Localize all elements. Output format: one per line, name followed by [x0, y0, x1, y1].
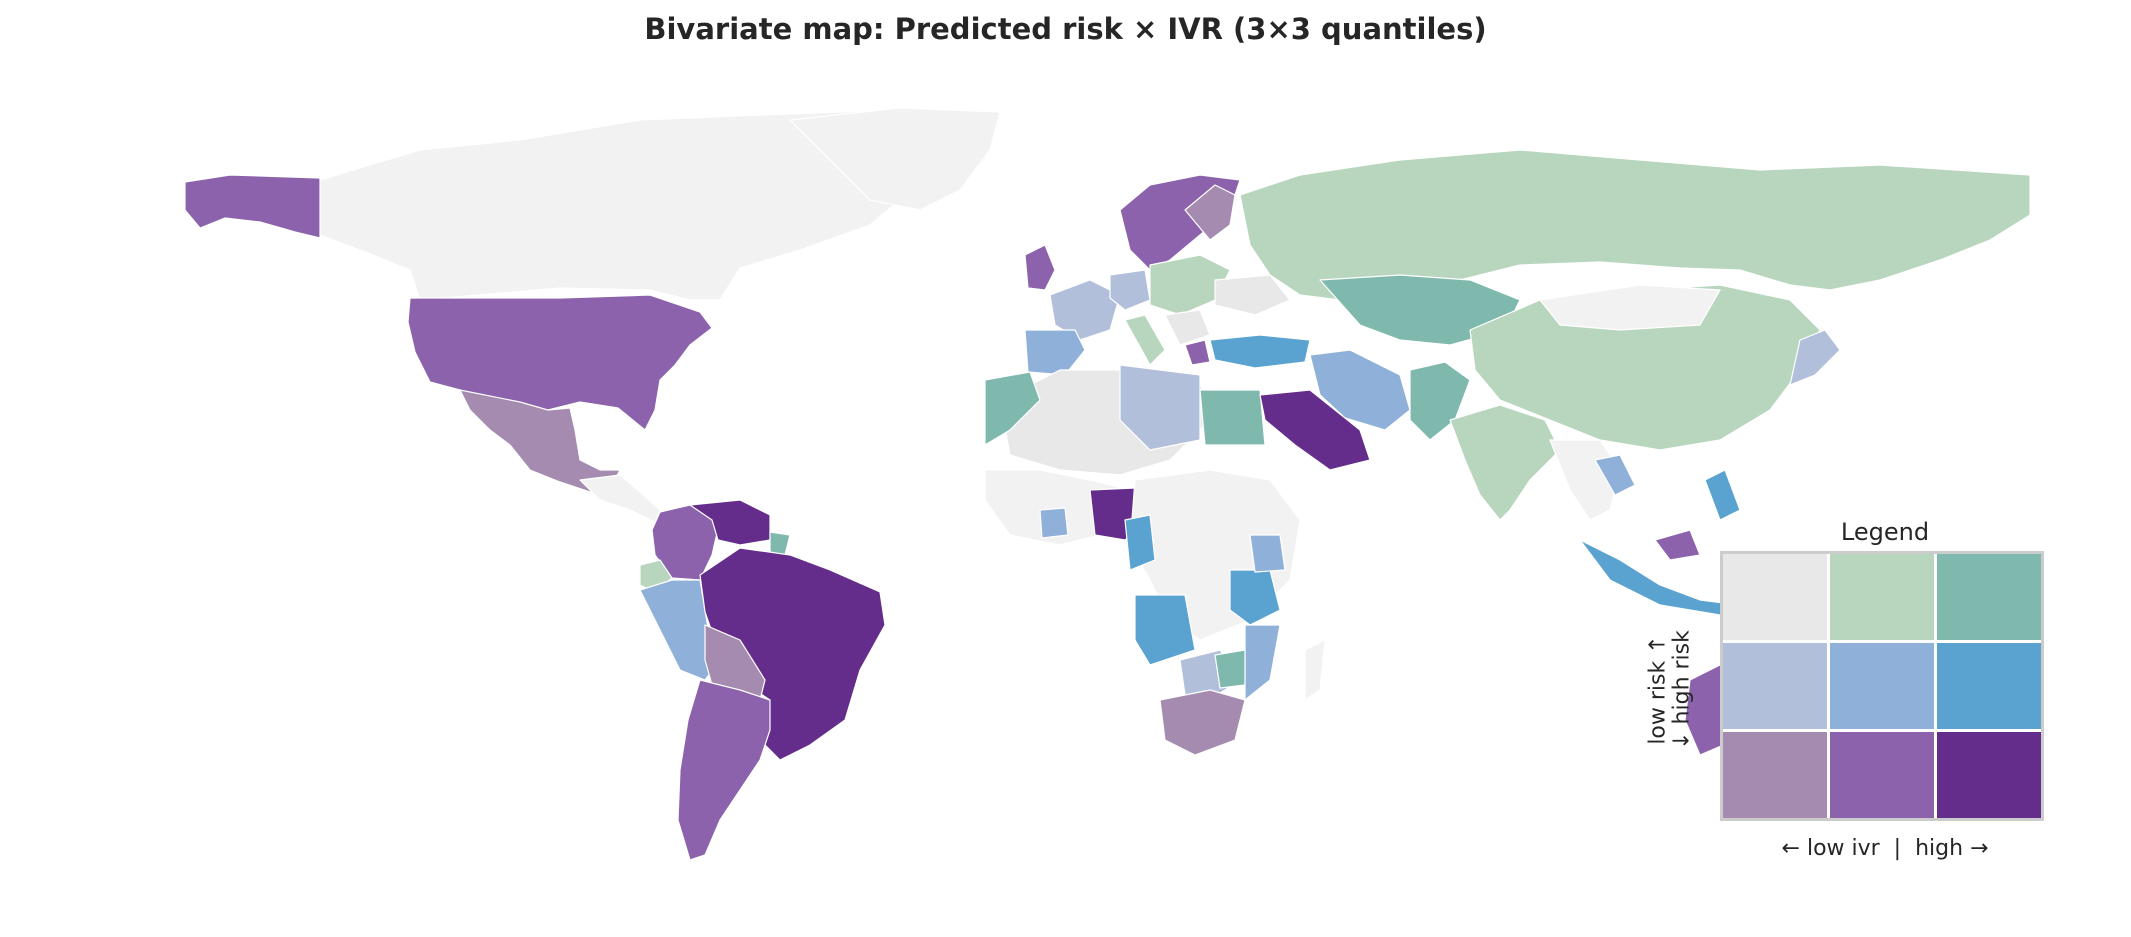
region-zimbabwe [1214, 649, 1246, 689]
region-iran [1309, 349, 1411, 431]
region-angola [1134, 594, 1196, 666]
legend-cell-r2c1 [1830, 732, 1934, 818]
region-iberia [1024, 329, 1086, 376]
region-ivory-coast [1039, 507, 1069, 539]
region-cameroon [1124, 514, 1156, 571]
region-mongolia [1539, 284, 1721, 331]
legend-title: Legend [1840, 518, 1930, 546]
region-morocco [984, 371, 1041, 446]
region-kenya [1249, 534, 1286, 573]
region-madagascar [1304, 639, 1326, 701]
legend-cell-r1c2 [1937, 643, 2041, 729]
legend-cell-r0c2 [1937, 554, 2041, 640]
region-uk [1024, 244, 1056, 291]
region-japan [1789, 329, 1841, 386]
region-india [1449, 404, 1561, 521]
legend-y-label-top: low risk ↑ [1645, 635, 1671, 745]
legend-cell-r2c2 [1937, 732, 2041, 818]
region-italy [1124, 314, 1166, 366]
legend-y-label-bottom: ↓ high risk [1669, 630, 1695, 750]
region-argentina [677, 679, 771, 861]
region-alaska [184, 174, 321, 239]
region-vietnam [1594, 454, 1636, 496]
region-central-america [579, 474, 661, 523]
region-ukraine [1214, 274, 1291, 316]
region-south-africa [1159, 689, 1246, 756]
region-philippines [1704, 469, 1741, 521]
region-venezuela [689, 499, 771, 546]
legend-grid [1720, 551, 2044, 821]
region-balkans [1164, 309, 1211, 346]
region-greenland [789, 107, 1001, 211]
region-germany [1109, 269, 1151, 311]
region-finland [1184, 184, 1236, 241]
region-mozambique [1244, 624, 1281, 701]
map-title: Bivariate map: Predicted risk × IVR (3×3… [644, 12, 1487, 46]
region-greece [1184, 339, 1211, 366]
region-egypt [1199, 389, 1266, 446]
legend-cell-r0c0 [1723, 554, 1827, 640]
region-saudi-arabia [1259, 389, 1371, 471]
region-indonesia [1579, 539, 1741, 616]
region-turkey [1209, 334, 1311, 369]
legend-cell-r2c0 [1723, 732, 1827, 818]
legend-cell-r1c1 [1830, 643, 1934, 729]
legend-cell-r1c0 [1723, 643, 1827, 729]
legend-x-label: ← low ivr | high → [1781, 836, 1989, 861]
legend-cell-r0c1 [1830, 554, 1934, 640]
region-france [1049, 279, 1121, 341]
region-guyana [769, 531, 791, 556]
region-malaysia [1654, 529, 1701, 561]
region-libya [1119, 364, 1201, 451]
